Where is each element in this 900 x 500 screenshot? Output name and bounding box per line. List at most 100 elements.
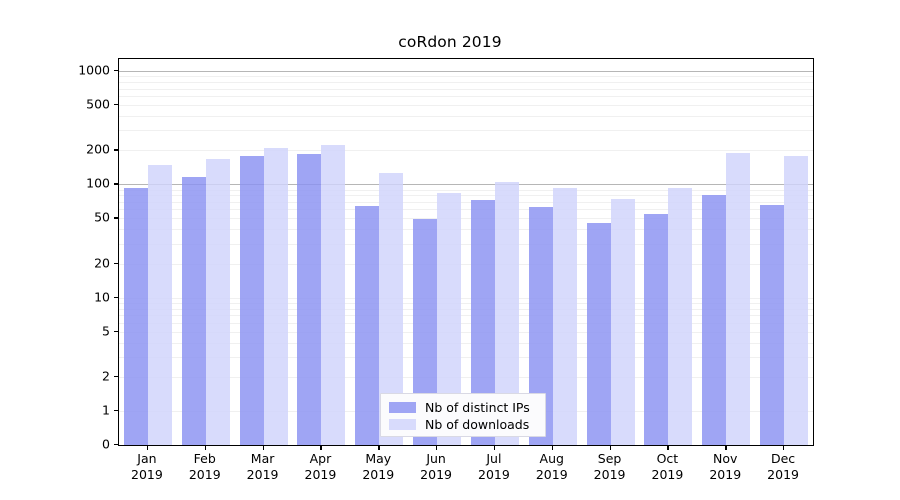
x-axis-tick-label: Sep 2019 bbox=[582, 451, 638, 483]
x-axis-tick-label: Feb 2019 bbox=[177, 451, 233, 483]
gridline bbox=[119, 150, 813, 152]
x-axis-year: 2019 bbox=[651, 467, 684, 482]
chart-legend: Nb of distinct IPs Nb of downloads bbox=[380, 393, 546, 437]
gridline bbox=[119, 331, 813, 333]
y-axis-tick-mark bbox=[114, 330, 119, 333]
gridline bbox=[119, 218, 813, 220]
gridline bbox=[119, 302, 813, 304]
x-axis-month: Jun bbox=[426, 451, 446, 466]
bar-downloads bbox=[784, 155, 809, 445]
legend-item-ips: Nb of distinct IPs bbox=[389, 399, 537, 416]
gridline bbox=[119, 105, 813, 107]
y-axis-tick-label: 1000 bbox=[78, 62, 110, 78]
x-axis-year: 2019 bbox=[246, 467, 279, 482]
x-axis-year: 2019 bbox=[304, 467, 337, 482]
gridline bbox=[119, 322, 813, 324]
bar-downloads bbox=[552, 187, 577, 445]
bar-ips bbox=[355, 206, 380, 445]
y-axis-tick-mark bbox=[114, 444, 119, 446]
x-axis-tick-label: May 2019 bbox=[350, 451, 406, 483]
legend-swatch-icon-ips bbox=[389, 402, 416, 413]
y-axis-tick-label: 50 bbox=[94, 209, 110, 225]
y-axis-tick-label: 1 bbox=[102, 402, 110, 418]
x-axis-tick-label: Dec 2019 bbox=[755, 451, 811, 483]
gridline bbox=[119, 116, 813, 118]
y-axis-tick-mark bbox=[114, 296, 119, 298]
gridline bbox=[119, 297, 813, 299]
bar-downloads bbox=[610, 199, 635, 445]
x-axis-year: 2019 bbox=[709, 467, 742, 482]
y-axis-tick-label: 500 bbox=[86, 96, 110, 112]
x-axis-tick-mark bbox=[609, 445, 611, 450]
bar-downloads bbox=[726, 152, 751, 445]
gridline bbox=[119, 184, 813, 186]
y-axis-tick-mark bbox=[114, 104, 119, 106]
bar-ips bbox=[181, 176, 206, 445]
gridline bbox=[119, 376, 813, 378]
bar-ips bbox=[239, 155, 264, 445]
y-axis-tick-label: 5 bbox=[102, 323, 110, 339]
x-axis-month: Sep bbox=[597, 451, 622, 466]
y-axis-tick-mark bbox=[114, 262, 119, 264]
x-axis-tick-label: Mar 2019 bbox=[235, 451, 291, 483]
bar-downloads bbox=[321, 145, 346, 445]
legend-label-downloads: Nb of downloads bbox=[425, 417, 530, 432]
y-axis-tick-label: 100 bbox=[86, 175, 110, 191]
x-axis-tick-mark bbox=[667, 445, 669, 450]
x-axis-tick-mark bbox=[725, 445, 727, 450]
gridline bbox=[119, 189, 813, 191]
gridline bbox=[119, 243, 813, 245]
legend-label-ips: Nb of distinct IPs bbox=[425, 400, 530, 415]
x-axis-tick-label: Aug 2019 bbox=[524, 451, 580, 483]
gridline bbox=[119, 356, 813, 358]
gridline bbox=[119, 308, 813, 310]
x-axis-tick-mark bbox=[493, 445, 496, 450]
y-axis-tick-mark bbox=[114, 217, 119, 219]
gridline bbox=[119, 342, 813, 344]
x-axis-tick-mark bbox=[783, 445, 785, 450]
bar-downloads bbox=[147, 165, 172, 445]
y-axis-tick-mark bbox=[114, 410, 119, 412]
bar-downloads bbox=[263, 148, 288, 445]
gridline bbox=[119, 195, 813, 197]
x-axis-tick-mark bbox=[146, 445, 149, 450]
y-axis-tick-label: 0 bbox=[102, 436, 110, 452]
legend-swatch-icon-downloads bbox=[389, 419, 416, 430]
plot-area bbox=[118, 58, 814, 446]
y-axis-tick-label: 10 bbox=[94, 289, 110, 305]
x-axis-month: Feb bbox=[193, 451, 216, 466]
y-axis-tick-mark bbox=[114, 375, 119, 378]
x-axis-year: 2019 bbox=[535, 467, 568, 482]
x-axis-month: Jan bbox=[137, 451, 157, 466]
gridline bbox=[119, 81, 813, 83]
bar-ips bbox=[586, 222, 611, 445]
x-axis-tick-mark bbox=[320, 445, 322, 450]
x-axis-month: Nov bbox=[713, 451, 738, 466]
x-axis-month: Dec bbox=[770, 451, 796, 466]
x-axis-tick-mark bbox=[378, 445, 380, 450]
x-axis-month: Oct bbox=[656, 451, 679, 466]
gridline bbox=[119, 88, 813, 90]
x-axis-tick-label: Oct 2019 bbox=[639, 451, 695, 483]
y-axis-tick-mark bbox=[114, 183, 119, 185]
gridline bbox=[119, 263, 813, 265]
bar-downloads bbox=[668, 187, 693, 445]
x-axis-year: 2019 bbox=[131, 467, 163, 482]
bar-ips bbox=[123, 188, 148, 445]
bar-ips bbox=[297, 153, 322, 445]
x-axis-tick-mark bbox=[262, 445, 264, 450]
x-axis-year: 2019 bbox=[420, 467, 452, 482]
gridline bbox=[119, 201, 813, 203]
y-axis-tick-mark bbox=[114, 70, 119, 72]
x-axis-month: Aug bbox=[539, 451, 564, 466]
gridline bbox=[119, 130, 813, 132]
gridline bbox=[119, 315, 813, 317]
x-axis-month: May bbox=[365, 451, 392, 466]
gridline bbox=[119, 209, 813, 211]
x-axis-year: 2019 bbox=[188, 467, 221, 482]
y-axis-tick-label: 20 bbox=[94, 255, 110, 271]
x-axis-month: Mar bbox=[250, 451, 275, 466]
x-axis-tick-mark bbox=[551, 445, 554, 450]
x-axis-year: 2019 bbox=[362, 467, 395, 482]
